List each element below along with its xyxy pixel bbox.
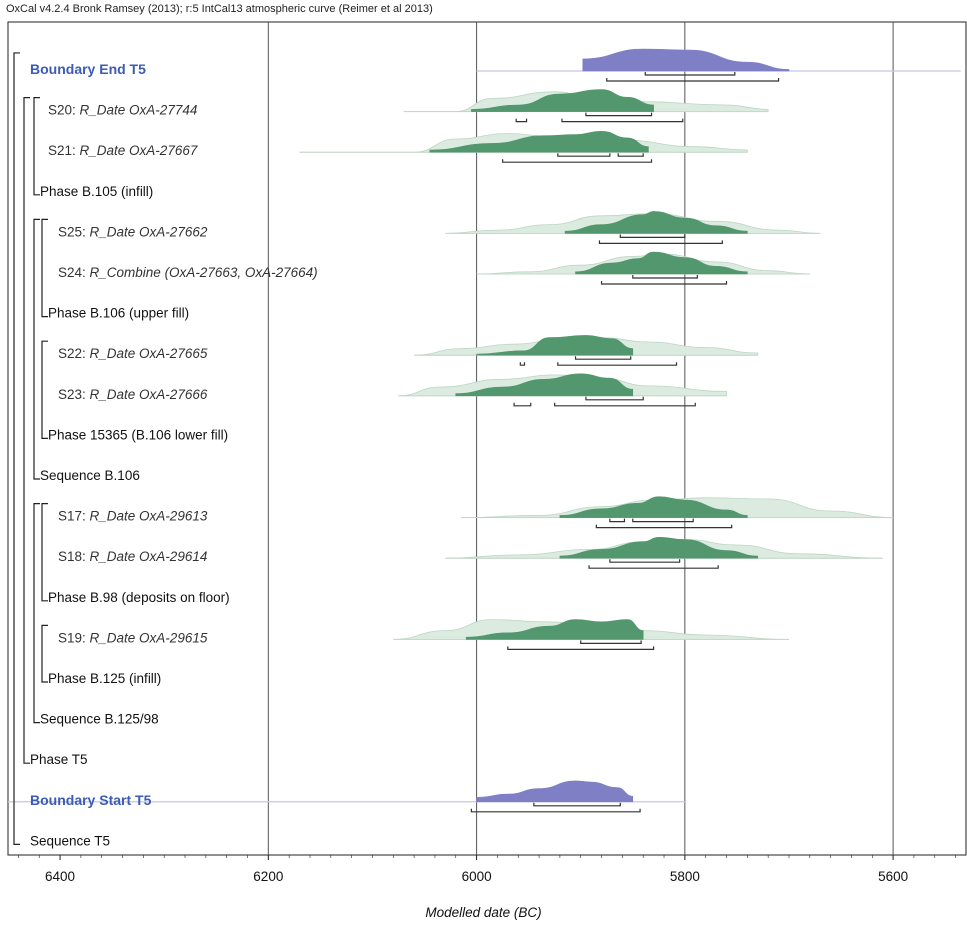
group-label: Phase B.105 (infill) bbox=[40, 184, 153, 199]
bracket-phase-b125 bbox=[41, 624, 48, 683]
range-68 bbox=[585, 396, 644, 401]
group-label: Phase 15365 (B.106 lower fill) bbox=[48, 427, 228, 442]
range-95 bbox=[515, 118, 528, 123]
group-label: Phase B.106 (upper fill) bbox=[48, 306, 189, 321]
range-68 bbox=[619, 234, 686, 238]
plot-frame bbox=[7, 21, 967, 856]
gridlines bbox=[267, 22, 894, 855]
posterior-curve bbox=[476, 335, 634, 356]
x-tick-label: 6000 bbox=[462, 869, 492, 884]
range-68 bbox=[533, 802, 621, 807]
range-68 bbox=[644, 72, 736, 76]
x-axis: 6400 6200 6000 5800 5600 bbox=[18, 855, 956, 884]
bracket-phase-15365 bbox=[41, 340, 48, 439]
bracket-phase-b98 bbox=[41, 503, 48, 602]
range-95 bbox=[600, 281, 728, 285]
range-95 bbox=[470, 808, 641, 813]
oxcal-header: OxCal v4.2.4 Bronk Ramsey (2013); r:5 In… bbox=[6, 3, 433, 15]
x-tick-label: 6200 bbox=[253, 869, 283, 884]
range-68 bbox=[609, 518, 626, 523]
posterior-curve bbox=[559, 536, 759, 559]
date-label: S25: R_Date OxA-27662 bbox=[58, 224, 208, 239]
group-label: Phase B.125 (infill) bbox=[48, 671, 161, 686]
range-68 bbox=[632, 518, 694, 523]
posterior-curve bbox=[455, 373, 634, 397]
bracket-sequence-t5 bbox=[13, 52, 20, 845]
range-95 bbox=[595, 524, 733, 529]
row-labels: Boundary End T5 S20: R_Date OxA-27744 S21:… bbox=[30, 61, 318, 848]
range-95 bbox=[561, 118, 684, 123]
range-95 bbox=[588, 565, 719, 569]
posterior-curve bbox=[471, 89, 654, 112]
posterior-curve bbox=[476, 780, 634, 803]
date-label: S19: R_Date OxA-29615 bbox=[58, 630, 208, 645]
group-label: Phase T5 bbox=[30, 752, 88, 767]
x-tick-label: 5800 bbox=[670, 869, 700, 884]
date-label: S21: R_Date OxA-27667 bbox=[48, 143, 198, 158]
distribution-curves bbox=[8, 48, 961, 813]
date-label: S17: R_Date OxA-29613 bbox=[58, 509, 208, 524]
range-95 bbox=[557, 362, 678, 366]
bracket-phase-b105 bbox=[33, 97, 40, 196]
bracket-sequence-b106 bbox=[33, 218, 40, 480]
posterior-curve bbox=[575, 251, 748, 275]
bracket-sequence-b125-98 bbox=[33, 503, 40, 724]
x-tick-label: 5600 bbox=[878, 869, 908, 884]
bracket-phase-t5 bbox=[23, 97, 30, 764]
posterior-curve bbox=[564, 211, 748, 234]
date-label: S20: R_Date OxA-27744 bbox=[48, 103, 197, 118]
posterior-curve bbox=[465, 619, 644, 640]
range-95 bbox=[513, 402, 532, 407]
date-label: S22: R_Date OxA-27665 bbox=[58, 346, 208, 361]
range-68 bbox=[617, 153, 644, 157]
group-label: Phase B.98 (deposits on floor) bbox=[48, 590, 230, 605]
posterior-curve bbox=[559, 496, 748, 518]
range-68 bbox=[632, 275, 698, 279]
bracket-phase-b106-upper bbox=[41, 218, 48, 318]
range-95 bbox=[598, 240, 723, 244]
range-68 bbox=[574, 356, 632, 360]
date-label: S23: R_Date OxA-27666 bbox=[58, 387, 208, 402]
date-label: S18: R_Date OxA-29614 bbox=[58, 549, 207, 564]
range-95 bbox=[554, 402, 696, 407]
range-95 bbox=[606, 78, 780, 82]
posterior-curve bbox=[582, 48, 790, 72]
range-68 bbox=[609, 559, 681, 563]
range-68 bbox=[557, 153, 611, 157]
boundary-label: Boundary End T5 bbox=[30, 61, 146, 77]
posterior-curve bbox=[429, 130, 649, 153]
date-label: S24: R_Combine (OxA-27663, OxA-27664) bbox=[58, 265, 318, 280]
range-68 bbox=[580, 640, 642, 644]
boundary-label: Boundary Start T5 bbox=[30, 792, 152, 808]
range-95 bbox=[502, 159, 653, 163]
group-label: Sequence B.125/98 bbox=[40, 712, 159, 727]
range-68 bbox=[585, 112, 653, 117]
x-axis-title: Modelled date (BC) bbox=[425, 905, 542, 920]
range-95 bbox=[519, 362, 526, 366]
x-tick-label: 6400 bbox=[45, 869, 75, 884]
range-95 bbox=[507, 646, 655, 650]
model-brackets bbox=[13, 52, 48, 845]
group-label: Sequence T5 bbox=[30, 833, 110, 848]
group-label: Sequence B.106 bbox=[40, 468, 140, 483]
